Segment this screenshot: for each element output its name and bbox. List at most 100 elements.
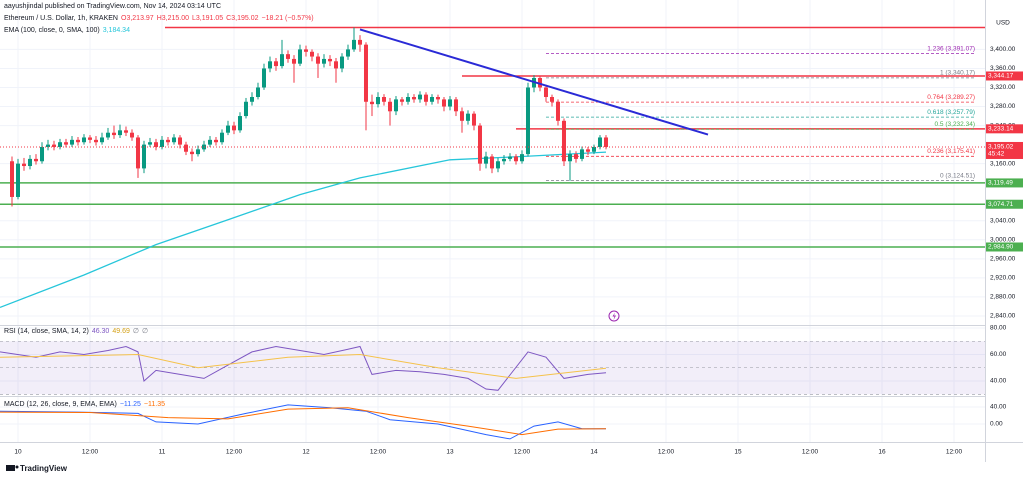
macd-legend: MACD (12, 26, close, 9, EMA, EMA) −11.25−… (4, 401, 168, 408)
candle-body (549, 97, 554, 102)
x-tick-label: 12:00 (658, 449, 675, 456)
rsi-ma-value: 49.69 (112, 328, 130, 335)
candle-body (381, 97, 386, 102)
x-tick-label: 15 (734, 449, 742, 456)
candle-body (471, 113, 476, 126)
y-tick-label: 80.00 (990, 325, 1007, 332)
candle-body (231, 125, 236, 131)
ema-value: 3,184.34 (102, 27, 130, 34)
candle-body (159, 139, 164, 147)
logo (6, 465, 19, 471)
x-tick-label: 14 (590, 449, 598, 456)
candle-body (339, 56, 344, 69)
y-tick-label: 2,960.00 (990, 256, 1016, 263)
fib-label: 1 (3,340.17) (940, 70, 975, 77)
y-tick-label: 40.00 (990, 378, 1007, 385)
level-label: 3,119.49 (988, 180, 1013, 187)
x-tick-label: 12:00 (802, 449, 819, 456)
candle-body (519, 154, 524, 162)
candle-body (303, 49, 308, 52)
candle-body (213, 139, 218, 143)
candle-body (207, 139, 212, 145)
candle-body (33, 158, 38, 162)
candle-body (267, 61, 272, 69)
candle-body (327, 58, 332, 62)
candle-body (165, 139, 170, 143)
candle-body (363, 44, 368, 102)
candle-body (375, 97, 380, 105)
rsi-title: RSI (14, close, SMA, 14, 2) (4, 328, 89, 335)
candle-body (345, 49, 350, 57)
fib-label: 1.236 (3,391.07) (927, 45, 975, 52)
candle-body (69, 139, 74, 145)
candle-body (453, 99, 458, 112)
candle-body (543, 87, 548, 98)
publisher: aayushjindal published on TradingView.co… (4, 3, 222, 10)
y-tick-label: 3,320.00 (990, 84, 1016, 91)
candle-body (309, 51, 314, 57)
candle-body (195, 149, 200, 155)
y-tick-label: 2,920.00 (990, 275, 1016, 282)
ohlc-close: C3,195.02 (226, 15, 259, 22)
candle-body (21, 163, 26, 167)
level-label: 3,074.71 (988, 201, 1014, 208)
candle-body (189, 151, 194, 155)
rsi-legend: RSI (14, close, SMA, 14, 2) 46.30 49.69 ∅ ∅ (4, 327, 151, 335)
x-tick-label: 11 (159, 449, 166, 456)
candle-body (513, 156, 518, 162)
candle-body (417, 94, 422, 100)
ohlc-open: O3,213.97 (121, 15, 154, 22)
candle-body (435, 97, 440, 100)
candle-body (87, 137, 92, 140)
candle-body (567, 154, 572, 162)
y-tick-label: 2,880.00 (990, 294, 1016, 301)
rsi-value: 46.30 (91, 328, 110, 335)
candle-body (249, 97, 254, 102)
candle-body (351, 39, 356, 50)
candle-body (555, 101, 560, 121)
candle-body (525, 87, 530, 155)
indicator-line (0, 345, 607, 391)
candle-body (9, 161, 14, 197)
candle-body (411, 97, 416, 100)
candle-body (501, 158, 506, 162)
candle-body (369, 101, 374, 105)
ohlc-high: H3,215.00 (156, 15, 190, 22)
candle-body (243, 101, 248, 117)
candle-body (63, 142, 68, 145)
macd-value: −11.25 (119, 401, 141, 408)
rsi-empty: ∅ (141, 328, 149, 335)
candle-body (285, 54, 290, 59)
candle-body (315, 56, 320, 64)
candle-body (57, 142, 62, 147)
x-tick-label: 12:00 (82, 449, 99, 456)
fib-label: 0.236 (3,175.41) (927, 148, 975, 155)
candle-body (483, 156, 488, 164)
candle-body (297, 49, 302, 64)
candle-body (129, 132, 134, 138)
candle-body (255, 87, 260, 98)
candle-body (399, 99, 404, 102)
candle-body (429, 97, 434, 102)
candle-body (597, 137, 602, 147)
level-tag (986, 71, 1023, 81)
currency: USD (996, 20, 1010, 27)
candle-body (405, 97, 410, 102)
candle-body (387, 101, 392, 112)
candle-body (489, 156, 494, 169)
level-tag (986, 199, 1023, 209)
y-tick-label: 0.00 (990, 421, 1003, 428)
level-tag (986, 124, 1023, 134)
trend-line (359, 28, 709, 136)
candle-body (75, 139, 80, 143)
symbol: Ethereum / U.S. Dollar, 1h, KRAKEN (4, 15, 118, 22)
candle-body (423, 94, 428, 102)
brand: TradingView (20, 464, 68, 473)
candle-body (441, 99, 446, 107)
candle-body (585, 149, 590, 152)
y-tick-label: 3,400.00 (990, 46, 1016, 53)
candle-body (153, 142, 158, 147)
candle-body (357, 39, 362, 45)
